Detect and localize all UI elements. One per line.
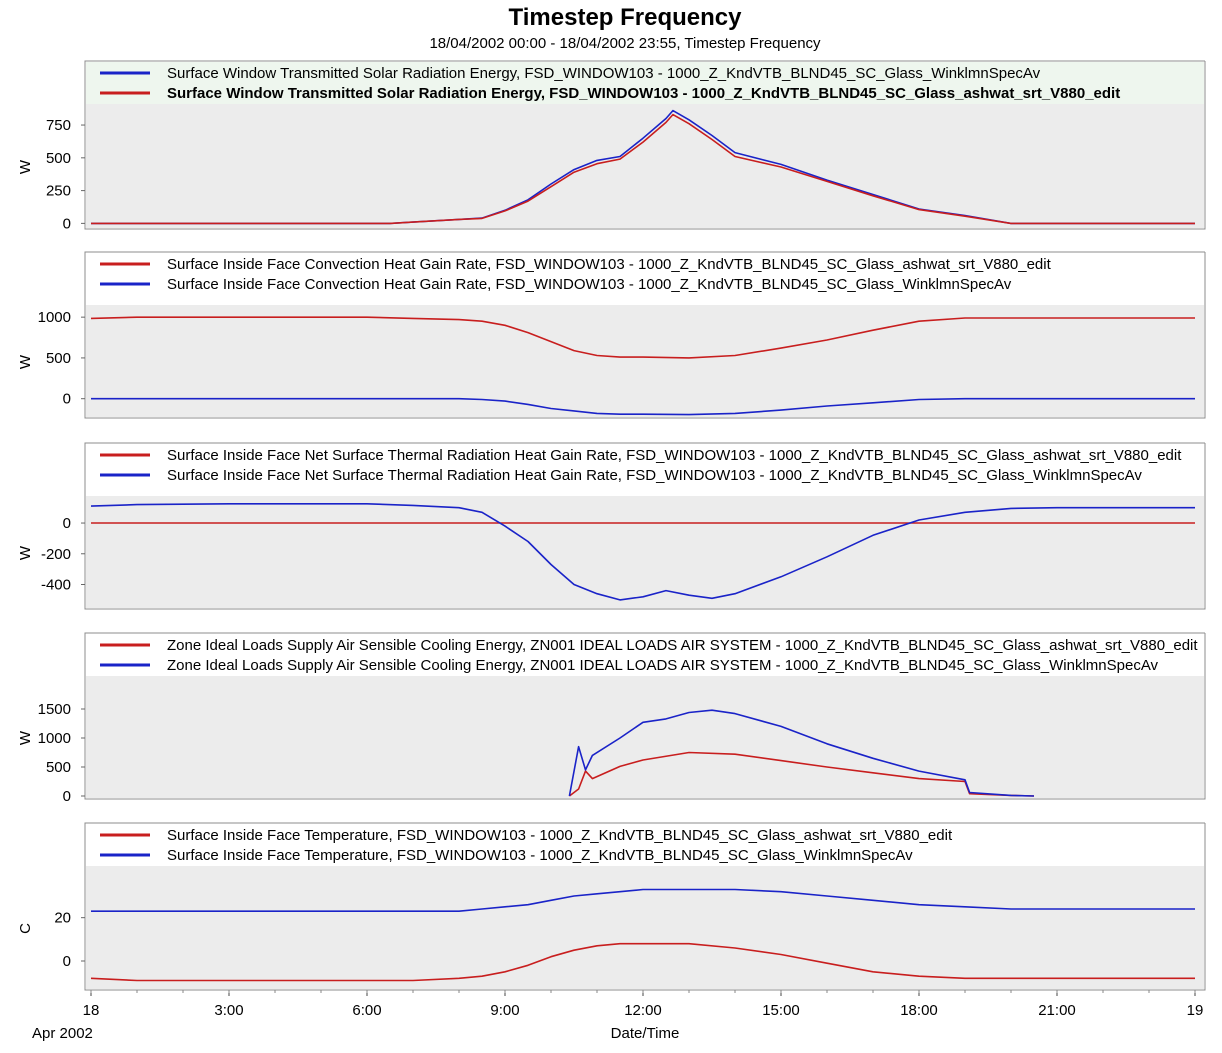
legend-entry: Surface Inside Face Net Surface Thermal … <box>167 467 1142 484</box>
series-line-red <box>90 316 1195 359</box>
legend-entry: Surface Inside Face Convection Heat Gain… <box>167 276 1012 293</box>
legend-background <box>86 634 1204 676</box>
y-tick-label: 0 <box>63 515 71 532</box>
x-tick-label: 6:00 <box>352 1002 381 1019</box>
y-tick-label: 1000 <box>38 309 71 326</box>
legend-overflow-mask <box>1205 632 1222 678</box>
plot-area <box>86 104 1204 228</box>
y-tick-label: 0 <box>63 215 71 232</box>
y-axis-unit: W <box>17 354 34 369</box>
y-tick-label: 20 <box>54 910 71 927</box>
chart-subtitle: 18/04/2002 00:00 - 18/04/2002 23:55, Tim… <box>429 35 821 52</box>
legend-background <box>86 824 1204 866</box>
y-tick-label: -200 <box>41 546 71 563</box>
chart-panels: 0 250 500 750 W Surface Window Transmitted So… <box>17 60 1222 991</box>
legend-background <box>86 253 1204 295</box>
legend-entry: Surface Inside Face Temperature, FSD_WIN… <box>167 847 913 864</box>
x-tick-label: 3:00 <box>214 1002 243 1019</box>
chart-title: Timestep Frequency <box>509 4 743 31</box>
y-tick-label: 250 <box>46 183 71 200</box>
legend-entry: Surface Inside Face Temperature, FSD_WIN… <box>167 827 953 844</box>
series-line-red <box>91 113 1195 225</box>
y-tick-label: 0 <box>63 788 71 805</box>
y-axis-unit: W <box>17 159 34 174</box>
plot-area <box>86 676 1204 798</box>
y-tick-label: 0 <box>63 953 71 970</box>
x-tick-label: 12:00 <box>624 1002 662 1019</box>
x-axis: 18 3:00 6:00 9:00 12:00 15:00 18:00 21:00 19 <box>83 989 1204 1019</box>
legend-background <box>86 444 1204 486</box>
x-tick-label: 18 <box>83 1002 100 1019</box>
legend-entry: Zone Ideal Loads Supply Air Sensible Coo… <box>167 657 1159 674</box>
x-tick-label: 19 <box>1187 1002 1204 1019</box>
chart-panel-2: 0 500 1000 W Surface Inside Face Convection … <box>17 251 1222 419</box>
legend-entry: Surface Window Transmitted Solar Radiati… <box>167 65 1041 82</box>
chart-panel-5: 0 20 C Surface Inside Face Temperature, FSD… <box>17 822 1222 991</box>
series-line-blue <box>91 888 1195 913</box>
y-axis-unit: C <box>17 923 34 934</box>
plot-area <box>86 496 1204 608</box>
legend-overflow-mask <box>1205 822 1222 868</box>
y-tick-label: 500 <box>46 759 71 776</box>
y-tick-label: 1000 <box>38 730 71 747</box>
plot-area <box>86 305 1204 417</box>
chart-panel-1: 0 250 500 750 W Surface Window Transmitted So… <box>17 60 1222 232</box>
series-line-red <box>90 942 1195 982</box>
legend-background <box>86 62 1204 104</box>
legend-entry: Surface Inside Face Net Surface Thermal … <box>167 447 1182 464</box>
legend-entry: Surface Inside Face Convection Heat Gain… <box>167 256 1052 273</box>
series-line-blue <box>91 397 1195 416</box>
x-tick-label: 9:00 <box>490 1002 519 1019</box>
x-tick-label: 18:00 <box>900 1002 938 1019</box>
series-line-blue <box>568 709 1035 797</box>
chart-panel-4: 0 500 1000 1500 W Zone Ideal Loads Supply Air… <box>17 632 1222 805</box>
y-tick-label: 500 <box>46 150 71 167</box>
legend-entry: Surface Window Transmitted Solar Radiati… <box>167 85 1120 102</box>
x-tick-label: 21:00 <box>1038 1002 1076 1019</box>
y-tick-label: 0 <box>63 391 71 408</box>
y-axis-unit: W <box>17 545 34 560</box>
plot-area <box>86 866 1204 989</box>
x-tick-label: 15:00 <box>762 1002 800 1019</box>
legend-overflow-mask <box>1205 442 1222 488</box>
y-axis-unit: W <box>17 730 34 745</box>
chart-panel-3: 0 -200 -400 W Surface Inside Face Net Surfac… <box>17 442 1222 610</box>
y-tick-label: 1500 <box>38 701 71 718</box>
legend-entry: Zone Ideal Loads Supply Air Sensible Coo… <box>167 637 1198 654</box>
x-axis-month-label: Apr 2002 <box>32 1025 93 1042</box>
y-tick-label: -400 <box>41 576 71 593</box>
legend-overflow-mask <box>1205 60 1222 106</box>
series-line-blue <box>90 502 1195 601</box>
x-axis-label: Date/Time <box>611 1025 680 1042</box>
legend-overflow-mask <box>1205 251 1222 297</box>
y-tick-label: 750 <box>46 117 71 134</box>
y-tick-label: 500 <box>46 350 71 367</box>
